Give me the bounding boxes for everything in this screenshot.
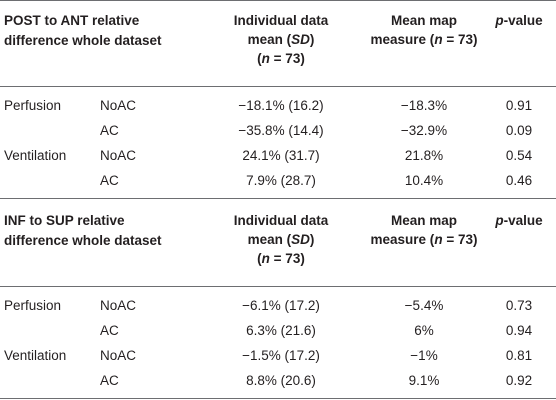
section-2-individual-header: Individual data mean (SD) (n = 73) xyxy=(233,213,329,266)
top-rule xyxy=(0,0,556,1)
section-2-header-rule xyxy=(0,286,556,287)
bottom-rule xyxy=(0,398,556,399)
section-2-p-header: p-value xyxy=(495,213,543,228)
section-2-title-line-2: difference whole dataset xyxy=(4,233,162,248)
section-1-p-header: p-value xyxy=(495,13,543,28)
section-2-title-line-1: INF to SUP relative xyxy=(4,213,125,228)
section-divider-rule xyxy=(0,198,556,199)
section-1-title-line-2: difference whole dataset xyxy=(4,33,162,48)
section-1-mean-header: Mean map measure (n = 73) xyxy=(370,13,478,47)
section-1-individual-header: Individual data mean (SD) (n = 73) xyxy=(233,13,329,66)
section-1-title-line-1: POST to ANT relative xyxy=(4,13,140,28)
section-2-mean-header: Mean map measure (n = 73) xyxy=(370,213,478,247)
section-1-header-rule xyxy=(0,86,556,87)
